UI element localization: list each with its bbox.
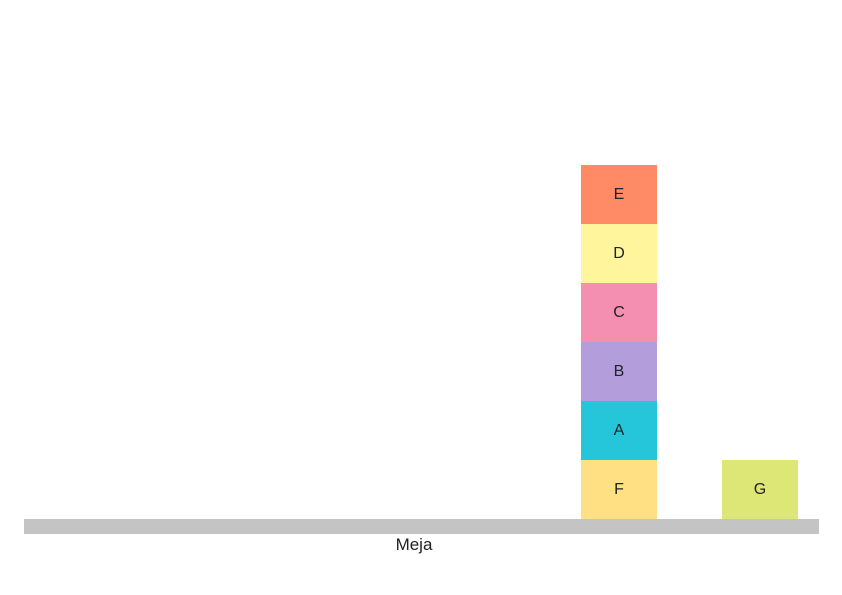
block-e[interactable]: E bbox=[581, 165, 657, 224]
block-c[interactable]: C bbox=[581, 283, 657, 342]
block-b[interactable]: B bbox=[581, 342, 657, 401]
block-g[interactable]: G bbox=[722, 460, 798, 519]
block-d[interactable]: D bbox=[581, 224, 657, 283]
table-surface bbox=[24, 519, 819, 534]
block-a[interactable]: A bbox=[581, 401, 657, 460]
block-f[interactable]: F bbox=[581, 460, 657, 519]
table-label: Meja bbox=[395, 535, 433, 554]
